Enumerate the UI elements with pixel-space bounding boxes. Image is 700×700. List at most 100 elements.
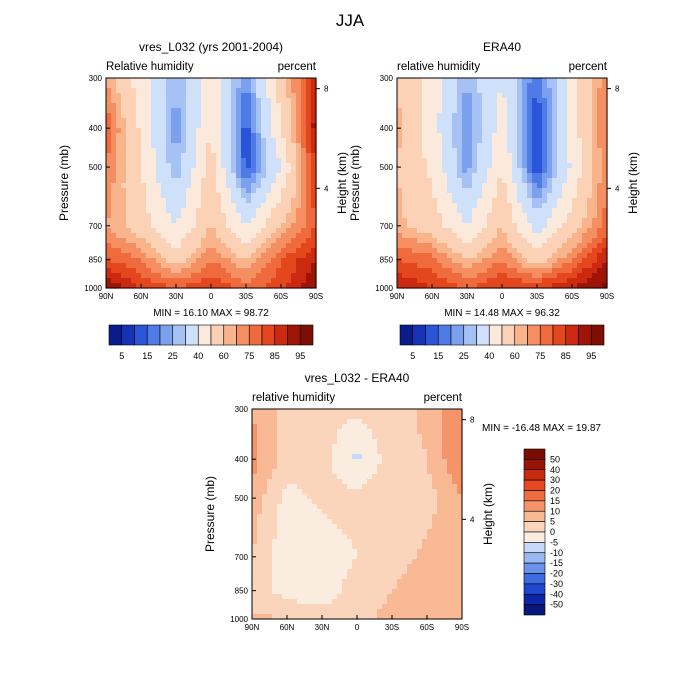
contour-cell [272,514,278,520]
contour-cell [537,223,543,229]
contour-cell [286,123,292,129]
contour-cell [246,158,252,164]
contour-cell [311,183,317,189]
contour-cell [357,434,363,440]
contour-cell [337,524,343,530]
contour-cell [522,178,528,184]
contour-cell [286,163,292,169]
contour-cell [517,273,523,279]
contour-cell [467,133,473,139]
contour-cell [302,474,308,480]
contour-cell [362,479,368,485]
contour-cell [286,198,292,204]
contour-cell [186,88,192,94]
contour-cell [166,253,172,259]
contour-cell [602,78,608,84]
contour-cell [587,93,593,99]
contour-cell [257,444,263,450]
contour-cell [442,268,448,274]
contour-cell [226,283,232,289]
contour-cell [131,183,137,189]
contour-cell [432,434,438,440]
contour-cell [377,564,383,570]
contour-cell [422,454,428,460]
contour-cell [301,118,307,124]
contour-cell [467,243,473,249]
contour-cell [387,489,393,495]
contour-cell [587,228,593,234]
contour-cell [417,198,423,204]
contour-cell [302,444,308,450]
contour-cell [236,78,242,84]
contour-cell [597,98,603,104]
contour-cell [296,103,302,109]
contour-cell [181,198,187,204]
contour-cell [291,178,297,184]
contour-cell [221,228,227,234]
contour-cell [327,454,333,460]
contour-cell [377,424,383,430]
contour-cell [126,133,132,139]
contour-cell [301,218,307,224]
contour-cell [116,163,122,169]
contour-cell [387,409,393,415]
contour-cell [502,208,508,214]
contour-cell [377,464,383,470]
contour-cell [206,88,212,94]
contour-cell [427,283,433,289]
contour-cell [442,113,448,119]
contour-cell [116,278,122,284]
contour-cell [311,193,317,199]
contour-cell [251,88,257,94]
contour-cell [572,148,578,154]
contour-cell [502,163,508,169]
contour-cell [462,153,468,159]
contour-cell [602,273,608,279]
contour-cell [311,168,317,174]
contour-cell [552,203,558,209]
contour-cell [432,173,438,179]
contour-cell [422,439,428,445]
contour-cell [136,168,142,174]
contour-cell [412,529,418,535]
contour-cell [181,148,187,154]
contour-cell [171,208,177,214]
contour-cell [136,128,142,134]
contour-cell [186,283,192,289]
contour-cell [477,278,483,284]
contour-cell [507,188,513,194]
colorbar-swatch [437,324,452,346]
contour-cell [402,93,408,99]
contour-cell [136,278,142,284]
contour-cell [231,103,237,109]
contour-cell [517,133,523,139]
contour-cell [306,223,312,229]
contour-cell [231,188,237,194]
contour-cell [332,409,338,415]
contour-cell [477,153,483,159]
contour-cell [462,168,468,174]
contour-cell [587,113,593,119]
contour-cell [472,93,478,99]
contour-cell [181,188,187,194]
contour-cell [126,168,132,174]
contour-cell [352,499,358,505]
contour-cell [482,128,488,134]
contour-cell [286,218,292,224]
contour-cell [256,203,262,209]
contour-cell [427,419,433,425]
contour-cell [552,263,558,269]
contour-cell [196,263,202,269]
contour-cell [196,173,202,179]
contour-cell [422,424,428,430]
contour-cell [372,409,378,415]
contour-cell [602,248,608,254]
contour-cell [527,128,533,134]
contour-cell [512,168,518,174]
contour-cell [432,283,438,289]
contour-cell [387,459,393,465]
contour-cell [477,133,483,139]
contour-cell [402,283,408,289]
contour-cell [291,173,297,179]
contour-cell [587,273,593,279]
